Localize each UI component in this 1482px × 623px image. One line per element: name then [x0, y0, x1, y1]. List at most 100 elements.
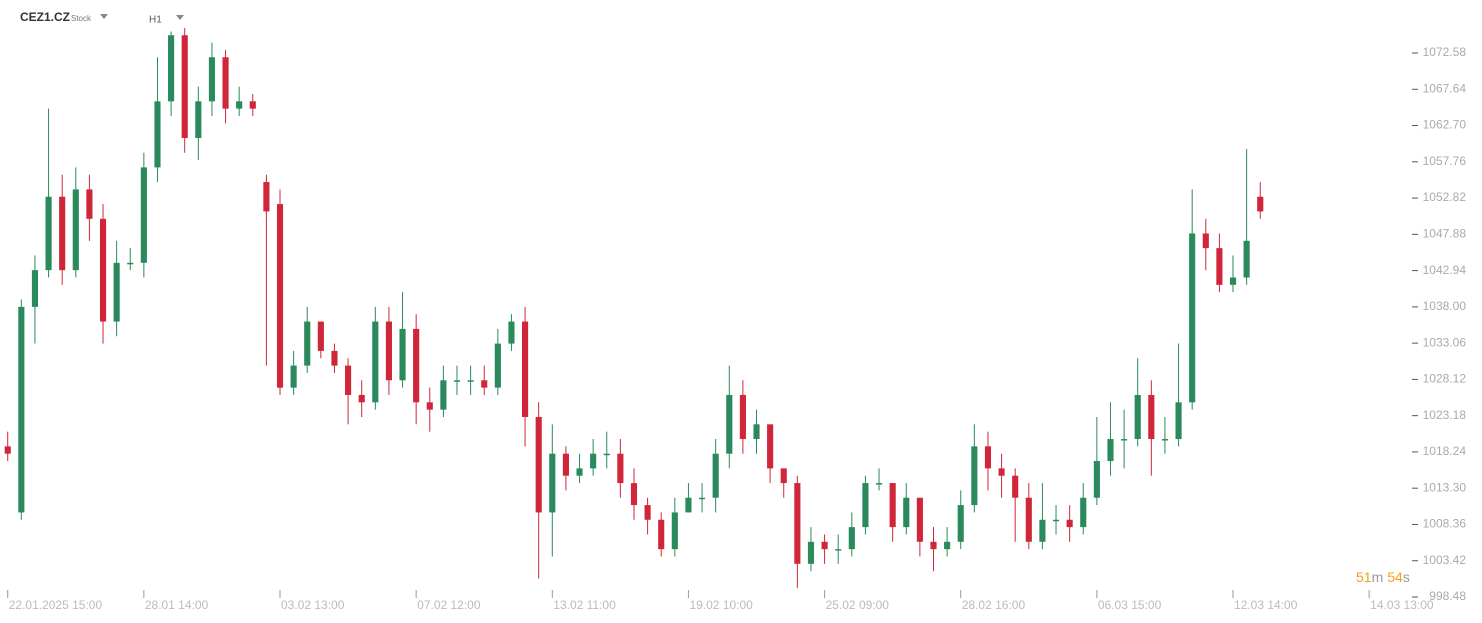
candle-body — [1161, 439, 1169, 441]
instrument-type: Stock — [71, 14, 92, 23]
candle-body — [957, 505, 964, 542]
candle-body — [304, 321, 311, 366]
candle-body — [72, 189, 79, 271]
x-tick-label: 06.03 15:00 — [1098, 598, 1162, 612]
candle-body — [453, 380, 461, 382]
candle-body — [726, 394, 733, 454]
candle-body — [1107, 439, 1114, 462]
candle-body — [86, 189, 93, 219]
candle-body — [1052, 519, 1060, 522]
candle-body — [399, 328, 406, 381]
y-tick-label: 1042.94 — [1423, 263, 1467, 277]
x-tick-label: 12.03 14:00 — [1234, 598, 1298, 612]
candle-body — [1243, 240, 1250, 278]
candle-body — [249, 101, 256, 109]
candle-body — [99, 218, 107, 322]
candle-body — [331, 350, 338, 366]
candle-body — [1025, 497, 1032, 542]
candle-body — [603, 453, 610, 456]
candle-body — [889, 483, 896, 528]
countdown-minutes: 51 — [1356, 569, 1372, 585]
y-tick-label: 1057.76 — [1423, 154, 1467, 168]
candle-body — [1066, 519, 1073, 528]
y-tick-label: 1062.70 — [1423, 118, 1467, 132]
candle-body — [835, 549, 842, 551]
candle-body — [45, 196, 52, 271]
candle-body — [290, 365, 297, 388]
candle-body — [481, 380, 488, 388]
candle-body — [1121, 439, 1128, 441]
candle-body — [494, 343, 501, 388]
candle-body — [590, 453, 597, 469]
candle-body — [944, 541, 951, 550]
candle-body — [1175, 402, 1182, 440]
candle-body — [780, 468, 787, 484]
candle-body — [658, 519, 665, 550]
candle-body — [467, 380, 474, 382]
candle-body — [358, 394, 365, 403]
candle-body — [862, 483, 869, 528]
candle-body — [1148, 394, 1155, 440]
candle-body — [372, 321, 379, 403]
candle-body — [617, 453, 624, 484]
candle-body — [222, 57, 229, 109]
candle-body — [317, 321, 324, 351]
candle-body — [113, 262, 120, 322]
candle-body — [903, 497, 910, 528]
timeframe[interactable]: H1 — [149, 15, 162, 26]
candle-body — [18, 306, 25, 513]
y-tick-label: 998.48 — [1429, 589, 1466, 603]
candle-body — [930, 541, 937, 550]
y-tick-label: 1018.24 — [1423, 444, 1467, 458]
symbol-dropdown[interactable] — [100, 14, 108, 19]
candle-body — [685, 497, 692, 513]
candle-body — [1216, 248, 1223, 285]
candle-body — [1039, 519, 1046, 542]
y-tick-label: 1013.30 — [1423, 480, 1467, 494]
x-tick-label: 19.02 10:00 — [689, 598, 753, 612]
y-tick-label: 1047.88 — [1423, 227, 1467, 241]
candle-body — [1189, 233, 1196, 403]
candle-body — [753, 424, 760, 440]
candle-body — [31, 270, 39, 307]
x-tick-label: 22.01.2025 15:00 — [9, 598, 103, 612]
y-tick-label: 1038.00 — [1423, 299, 1467, 313]
candle-body — [59, 196, 66, 271]
candle-body — [127, 262, 134, 265]
candle-body — [562, 453, 569, 476]
candle-body — [739, 394, 746, 440]
candle-body — [671, 512, 678, 550]
y-tick-label: 1023.18 — [1423, 408, 1467, 422]
symbol[interactable]: CEZ1.CZ — [20, 10, 70, 24]
candle-body — [1012, 475, 1019, 498]
y-tick-label: 1067.64 — [1423, 81, 1467, 95]
timeframe-dropdown[interactable] — [176, 15, 184, 20]
candle-body — [426, 402, 433, 410]
candle-body — [794, 483, 801, 564]
candle-body — [644, 505, 651, 520]
candle-body — [1080, 497, 1087, 528]
y-tick-label: 1028.12 — [1423, 372, 1467, 386]
candle-body — [1093, 461, 1100, 498]
y-tick-label: 1072.58 — [1423, 45, 1467, 59]
candle-body — [195, 101, 202, 139]
candle-body — [181, 35, 188, 139]
candle-body — [385, 321, 392, 381]
candle-body — [168, 35, 175, 102]
x-tick-label: 25.02 09:00 — [826, 598, 890, 612]
x-tick-label: 13.02 11:00 — [553, 598, 616, 612]
x-tick-label: 03.02 13:00 — [281, 598, 345, 612]
candle-body — [345, 365, 352, 395]
candle-body — [154, 101, 161, 168]
y-tick-label: 1003.42 — [1423, 553, 1467, 567]
candle-body — [698, 497, 706, 500]
x-tick-label: 07.02 12:00 — [417, 598, 481, 612]
candle-body — [807, 541, 815, 564]
candle-body — [549, 453, 556, 513]
candle-body — [236, 101, 243, 109]
candle-body — [440, 380, 447, 410]
candle-body — [522, 321, 529, 417]
y-tick-label: 1008.36 — [1423, 517, 1467, 531]
candle-body — [767, 424, 774, 469]
